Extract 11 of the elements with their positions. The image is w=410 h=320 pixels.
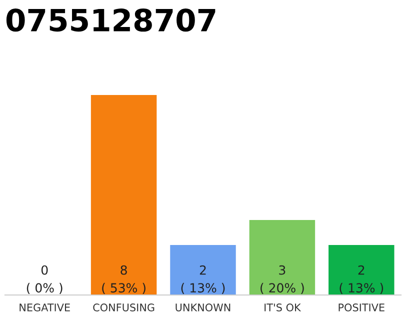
x-tick-label: IT'S OK bbox=[264, 304, 302, 312]
data-label: 0 ( 0% ) bbox=[26, 265, 62, 294]
data-label: 2 ( 13% ) bbox=[181, 265, 225, 294]
chart-title: 0755128707 bbox=[6, 8, 216, 32]
data-label: 2 ( 13% ) bbox=[340, 265, 384, 294]
x-tick-label: NEGATIVE bbox=[20, 304, 70, 312]
x-tick-label: UNKNOWN bbox=[176, 304, 230, 312]
data-label: 8 ( 53% ) bbox=[102, 265, 146, 294]
x-tick-label: POSITIVE bbox=[338, 304, 384, 312]
x-tick-label: CONFUSING bbox=[93, 304, 154, 312]
data-label: 3 ( 20% ) bbox=[260, 265, 304, 294]
